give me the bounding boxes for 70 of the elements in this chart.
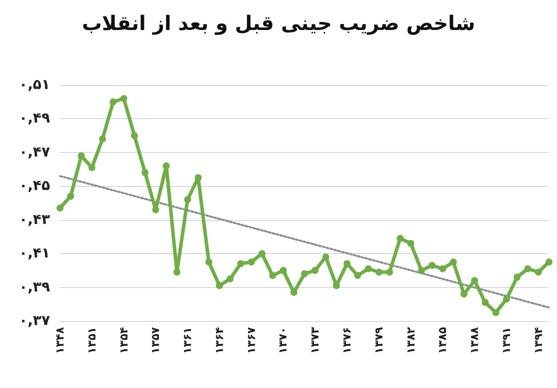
point	[407, 240, 414, 247]
point	[162, 162, 170, 170]
point	[396, 234, 404, 242]
x-tick-label: ۱۳۷۶	[340, 327, 354, 354]
point	[344, 260, 351, 268]
point	[524, 265, 532, 272]
point	[534, 268, 542, 276]
x-tick-label: ۱۳۵۷	[149, 326, 162, 354]
x-tick-label: ۱۳۶۷	[244, 326, 258, 354]
point	[450, 258, 457, 266]
point	[514, 274, 521, 281]
y-tick-label: ۰,۴۳	[19, 212, 50, 228]
point	[216, 282, 223, 290]
point	[152, 206, 160, 214]
point	[428, 262, 436, 269]
point	[226, 275, 234, 282]
y-tick-label: ۰,۳۹	[19, 279, 50, 296]
point	[332, 282, 340, 290]
point	[110, 98, 117, 106]
point	[184, 196, 192, 204]
point	[386, 268, 394, 276]
point	[460, 290, 468, 298]
point	[280, 266, 287, 274]
x-tick-label: ۱۳۹۱	[500, 327, 513, 354]
x-tick-label: ۱۳۶۴	[212, 326, 226, 354]
point	[418, 266, 425, 274]
point	[482, 298, 489, 306]
point	[375, 268, 382, 276]
point	[364, 265, 372, 272]
point	[130, 132, 138, 140]
x-tick-label: ۱۳۸۵	[436, 326, 450, 354]
x-tick-label: ۱۳۷۰	[276, 327, 290, 354]
point	[67, 192, 74, 200]
point	[56, 204, 64, 212]
point	[78, 152, 85, 160]
point	[269, 272, 276, 279]
x-tick-label: ۱۳۸۸	[468, 326, 482, 354]
point	[173, 268, 180, 276]
x-tick-label: ۱۳۷۹	[372, 326, 386, 354]
y-tick-label: ۰,۴۱	[19, 246, 50, 262]
y-tick-label: ۰,۴۹	[19, 110, 50, 127]
point	[502, 296, 510, 303]
x-tick-label: ۱۳۶۱	[181, 327, 194, 354]
point	[142, 169, 149, 176]
x-tick-label: ۱۳۴۸	[54, 326, 66, 354]
point	[492, 309, 500, 316]
chart-title: شاخص ضریب جینی قبل و بعد از انقلاب	[82, 11, 476, 35]
point	[301, 270, 308, 278]
point	[194, 174, 202, 182]
point	[205, 258, 212, 266]
x-tick-label: ۱۳۷۳	[308, 326, 322, 354]
point	[248, 258, 255, 266]
point	[88, 164, 96, 172]
y-tick-label: ۰,۳۷	[19, 313, 50, 329]
y-tick-label: ۰,۴۷	[19, 144, 50, 160]
point	[258, 250, 266, 258]
y-tick-label: ۰,۴۵	[19, 178, 50, 194]
point	[439, 265, 446, 272]
y-tick-label: ۰,۵۱	[19, 77, 50, 93]
x-tick-label: ۱۳۸۲	[404, 326, 418, 354]
point	[120, 94, 128, 102]
point	[546, 258, 552, 266]
point	[99, 135, 106, 142]
x-tick-label: ۱۳۹۴	[532, 326, 545, 354]
point	[312, 266, 319, 274]
x-tick-label: ۱۳۵۴	[117, 326, 130, 354]
point	[237, 260, 244, 268]
x-tick-label: ۱۳۵۱	[85, 327, 98, 354]
point	[354, 272, 362, 279]
point	[322, 253, 330, 260]
